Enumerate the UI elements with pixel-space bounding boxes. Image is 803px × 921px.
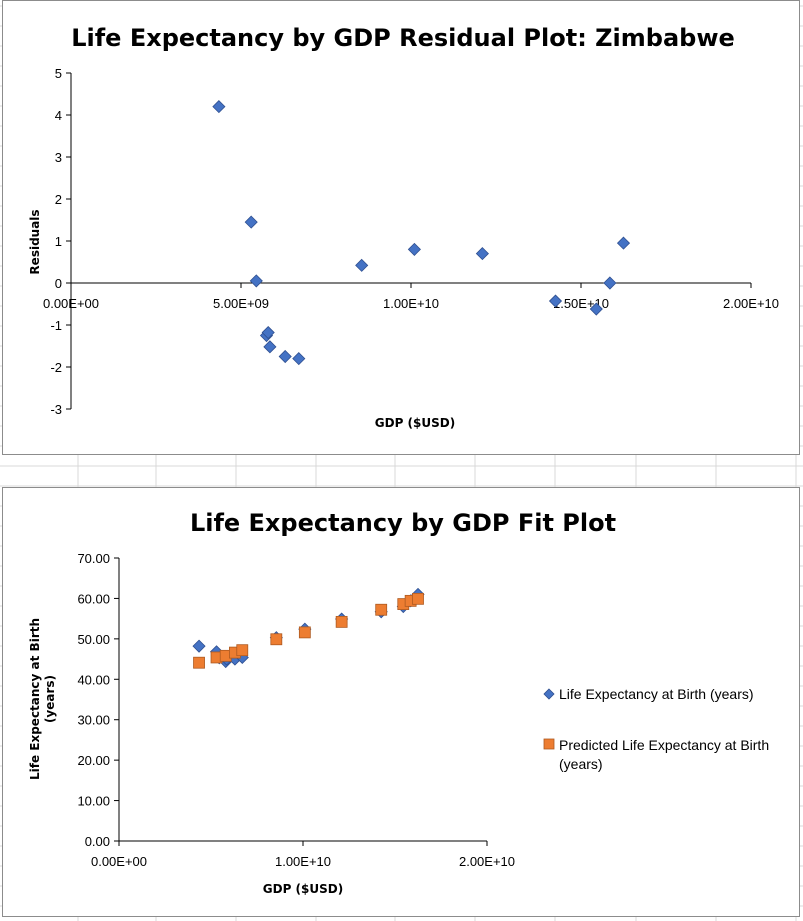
fit-x-tick-label: 2.00E+10 bbox=[459, 854, 515, 869]
fit-plot-svg: Life Expectancy by GDP Fit Plot 70.00 60.… bbox=[28, 509, 769, 896]
residual-x-tick-label: 1.00E+10 bbox=[383, 296, 439, 311]
fit-plot-chart[interactable]: Life Expectancy by GDP Fit Plot 70.00 60.… bbox=[2, 487, 800, 917]
residual-y-tick-label: 1 bbox=[55, 234, 62, 249]
legend-actual-marker bbox=[543, 688, 555, 700]
residual-x-tick-label: 5.00E+09 bbox=[213, 296, 269, 311]
residual-point bbox=[278, 349, 292, 364]
residual-plot-svg: Life Expectancy by GDP Residual Plot: Zi… bbox=[28, 24, 779, 430]
fit-y-tick-label: 70.00 bbox=[77, 551, 110, 566]
fit-y-tick-label: 20.00 bbox=[77, 753, 110, 768]
fit-y-tick-label: 10.00 bbox=[77, 794, 110, 809]
residual-y-tick-label: 4 bbox=[55, 108, 62, 123]
fit-y-tick-label: 30.00 bbox=[77, 713, 110, 728]
residual-y-tick-label: 5 bbox=[55, 66, 62, 81]
legend-predicted-label: (years) bbox=[559, 756, 603, 772]
residual-plot-x-axis-label: GDP ($USD) bbox=[375, 416, 455, 430]
fit-predicted-point bbox=[193, 656, 205, 669]
residual-y-tick-label: 3 bbox=[55, 150, 62, 165]
residual-plot-y-axis-label: Residuals bbox=[28, 209, 42, 274]
fit-predicted-point bbox=[335, 615, 348, 628]
residual-x-tick-label: 2.00E+10 bbox=[723, 296, 779, 311]
residual-point bbox=[261, 325, 275, 340]
residual-y-tick-label: 0 bbox=[55, 276, 62, 291]
fit-plot-x-axis-label: GDP ($USD) bbox=[263, 882, 343, 896]
residual-x-tick-label: 0.00E+00 bbox=[43, 296, 99, 311]
residual-point bbox=[249, 274, 263, 288]
residual-y-tick-label: 2 bbox=[55, 192, 62, 207]
legend-predicted-label: Predicted Life Expectancy at Birth bbox=[559, 737, 769, 753]
fit-y-tick-label: 0.00 bbox=[85, 834, 110, 849]
fit-y-tick-label: 50.00 bbox=[77, 632, 110, 647]
fit-plot-y-axis-label: Life Expectancy at Birth (years) bbox=[28, 618, 57, 780]
residual-point bbox=[603, 276, 617, 290]
residual-y-tick-label: -3 bbox=[50, 402, 62, 417]
fit-predicted-point bbox=[298, 626, 311, 639]
residual-point bbox=[475, 247, 489, 261]
residual-point bbox=[616, 236, 631, 250]
residual-point bbox=[407, 242, 421, 256]
fit-actual-point bbox=[192, 639, 206, 653]
fit-y-tick-label: 40.00 bbox=[77, 672, 110, 687]
fit-predicted-point bbox=[375, 603, 388, 616]
fit-x-tick-label: 1.00E+10 bbox=[275, 854, 331, 869]
fit-x-tick-label: 0.00E+00 bbox=[91, 854, 147, 869]
fit-y-tick-label: 60.00 bbox=[77, 591, 110, 606]
residual-point bbox=[212, 100, 226, 114]
fit-plot-title: Life Expectancy by GDP Fit Plot bbox=[190, 509, 616, 537]
legend-actual-label: Life Expectancy at Birth (years) bbox=[559, 686, 754, 702]
residual-plot-title: Life Expectancy by GDP Residual Plot: Zi… bbox=[71, 24, 735, 52]
fit-plot-y-axis-label-line1: Life Expectancy at Birth bbox=[28, 618, 42, 780]
fit-predicted-point bbox=[412, 592, 424, 605]
fit-predicted-point bbox=[236, 644, 249, 657]
residual-point bbox=[244, 215, 258, 229]
legend-predicted-marker bbox=[543, 738, 555, 750]
fit-predicted-point bbox=[270, 633, 283, 646]
fit-plot-y-axis-label-line2: (years) bbox=[43, 675, 57, 723]
residual-y-tick-label: -1 bbox=[50, 318, 62, 333]
residual-plot-chart[interactable]: Life Expectancy by GDP Residual Plot: Zi… bbox=[2, 0, 800, 455]
residual-y-tick-label: -2 bbox=[50, 360, 62, 375]
fit-plot-legend: Life Expectancy at Birth (years) Predicte… bbox=[543, 686, 769, 772]
residual-point bbox=[263, 340, 277, 354]
residual-point bbox=[292, 352, 306, 366]
residual-point bbox=[355, 258, 369, 272]
residual-point bbox=[589, 302, 603, 316]
residual-point bbox=[548, 294, 563, 308]
